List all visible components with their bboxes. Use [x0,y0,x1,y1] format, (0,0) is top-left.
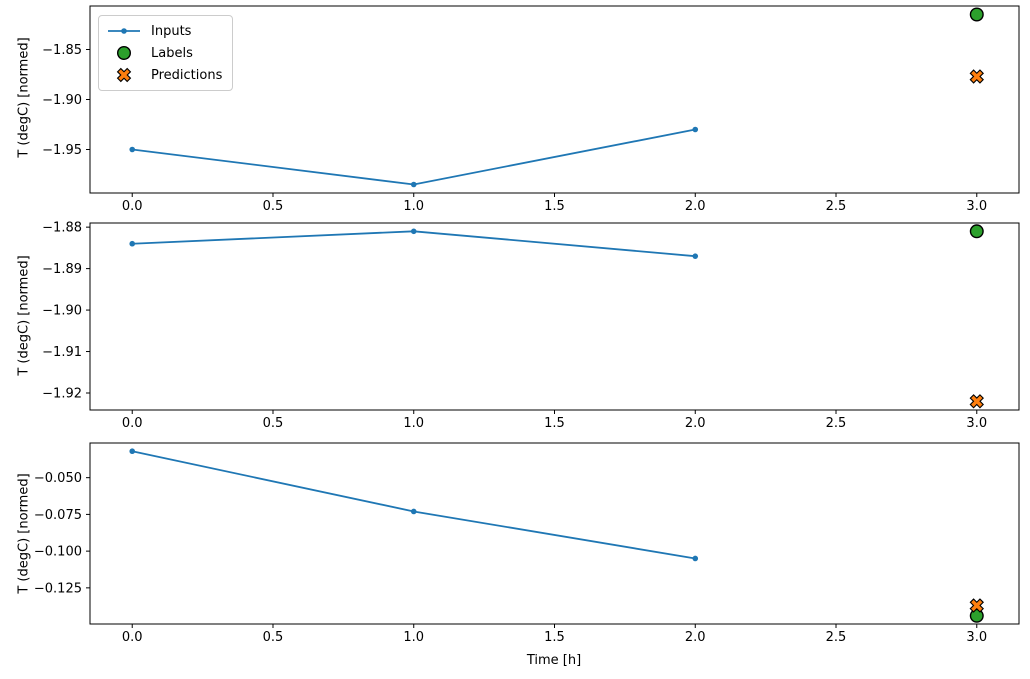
legend: Inputs Labels Predictions [98,15,234,91]
x-tick-label: 2.5 [826,199,847,214]
legend-line-dot [121,28,127,34]
x-tick-label: 3.0 [966,416,987,431]
inputs-line-icon [108,28,140,34]
inputs-point [410,508,417,515]
inputs-point [692,126,699,133]
y-tick-label: −1.88 [42,221,82,236]
axes-frame [89,5,1020,194]
x-tick-label: 1.5 [544,416,565,431]
legend-label-predictions: Predictions [151,67,223,83]
axes-frame [89,222,1020,411]
x-tick-label: 3.0 [966,630,987,645]
x-tick-label: 0.0 [122,199,143,214]
y-tick-label: −1.91 [42,345,82,360]
inputs-point [129,448,136,455]
legend-label-labels: Labels [151,45,193,61]
subplot-1: 0.0 0.5 1.0 1.5 2.0 2.5 3.0 −1.85 −1.90 −1.95 [42,5,1020,214]
labels-point [969,7,984,22]
x-tick-label: 1.0 [403,199,424,214]
x-tick-label: 1.0 [403,416,424,431]
y-tick-label: −0.125 [34,581,82,596]
x-tick-label: 0.5 [263,199,284,214]
legend-x [116,67,132,83]
y-axis-label-subplot-3: T (degC) [normed] [16,473,32,594]
y-tick-label: −1.89 [42,262,82,277]
inputs-point [129,146,136,153]
legend-label-inputs: Inputs [151,23,192,39]
labels-point [969,224,984,239]
subplot-2: 0.0 0.5 1.0 1.5 2.0 2.5 3.0 −1.88 −1.89 −1.90 −1.9… [42,221,1020,431]
x-tick-label: 2.0 [685,199,706,214]
x-tick-label: 0.5 [263,416,284,431]
x-tick-label: 1.5 [544,199,565,214]
inputs-point [129,240,136,247]
y-tick-label: −1.92 [42,387,82,402]
y-axis-label-subplot-2: T (degC) [normed] [16,255,32,376]
x-tick-label: 3.0 [966,199,987,214]
predictions-point [969,69,984,84]
y-tick-label: −1.95 [42,143,82,158]
inputs-point [692,555,699,562]
x-tick-label: 0.0 [122,630,143,645]
x-tick-label: 2.0 [685,416,706,431]
labels-circle-icon [116,45,132,61]
x-tick-label: 2.5 [826,630,847,645]
y-tick-label: −0.100 [34,545,82,560]
x-tick-label: 0.0 [122,416,143,431]
x-tick-label: 2.5 [826,416,847,431]
y-tick-label: −1.85 [42,43,82,58]
y-tick-label: −1.90 [42,93,82,108]
legend-item-inputs[interactable]: Inputs [106,21,222,41]
x-tick-label: 0.5 [263,630,284,645]
predictions-point [969,598,984,613]
x-tick-label: 1.0 [403,630,424,645]
y-tick-label: −1.90 [42,304,82,319]
x-tick-label: 1.5 [544,630,565,645]
inputs-point [692,253,699,259]
x-tick-label: 2.0 [685,630,706,645]
legend-circle [116,45,132,61]
subplot-3: 0.0 0.5 1.0 1.5 2.0 2.5 3.0 −0.050 −0.075 −0.100 −… [34,442,1020,645]
predictions-x-icon [116,67,132,83]
inputs-line [132,128,696,186]
inputs-line [132,230,696,258]
axes-frame [89,442,1020,625]
inputs-point [410,181,417,188]
predictions-point [969,394,984,409]
y-tick-label: −0.075 [34,508,82,523]
y-axis-label-subplot-1: T (degC) [normed] [16,37,32,158]
inputs-point [410,228,417,235]
legend-item-predictions[interactable]: Predictions [106,65,222,85]
x-axis-label: Time [h] [526,653,582,668]
inputs-line [132,450,696,560]
y-tick-label: −0.050 [34,471,82,486]
legend-item-labels[interactable]: Labels [106,43,222,63]
